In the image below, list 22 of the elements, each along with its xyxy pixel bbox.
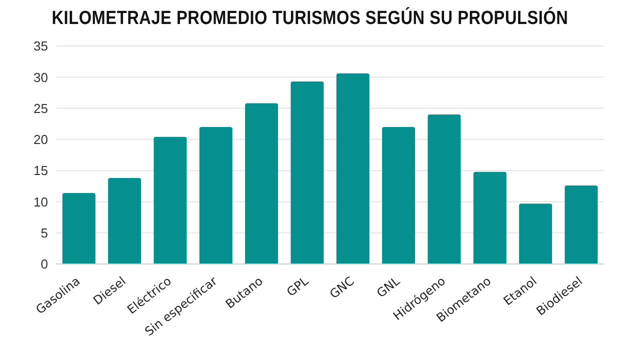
- bar: [428, 114, 461, 264]
- y-tick-label: 10: [34, 194, 48, 210]
- y-tick-label: 35: [34, 38, 48, 54]
- y-tick-label: 0: [40, 256, 48, 272]
- x-tick-label: GPL: [284, 274, 312, 300]
- y-tick-label: 20: [34, 132, 48, 148]
- y-tick-label: 30: [34, 70, 48, 85]
- bar: [154, 136, 187, 264]
- bar: [519, 204, 552, 264]
- chart-title: KILOMETRAJE PROMEDIO TURISMOS SEGÚN SU PROPULSIÓN: [50, 8, 570, 31]
- bar: [336, 73, 370, 264]
- y-tick-label: 25: [34, 100, 48, 116]
- bar: [382, 126, 416, 264]
- bar: [564, 186, 598, 264]
- bar: [473, 172, 506, 264]
- bar: [199, 126, 232, 264]
- bar: [290, 82, 324, 264]
- bar: [62, 192, 96, 264]
- bar: [245, 103, 278, 264]
- y-tick-label: 15: [34, 163, 48, 178]
- y-tick-label: 5: [40, 225, 48, 240]
- bar: [108, 178, 142, 264]
